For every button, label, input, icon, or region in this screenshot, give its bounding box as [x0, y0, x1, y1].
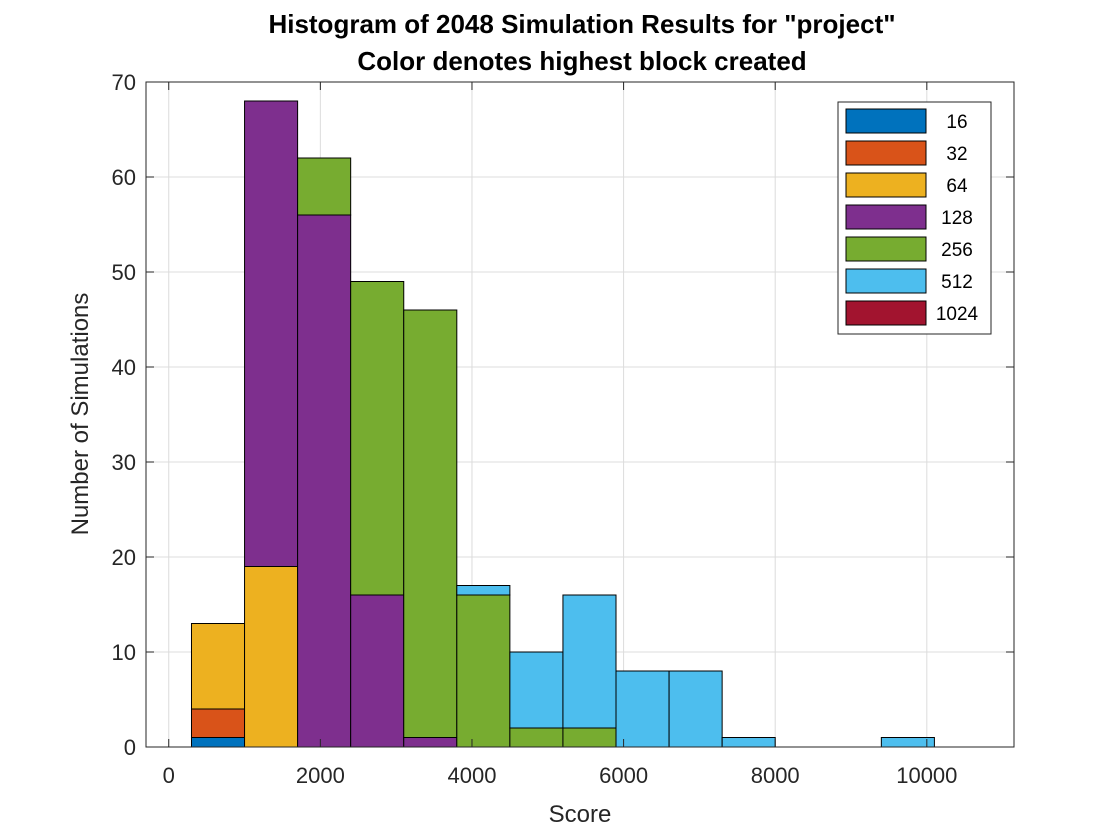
legend-label: 32	[946, 144, 967, 165]
bar-segment	[190, 623, 246, 710]
y-tick-label: 40	[112, 355, 136, 380]
legend-swatch	[845, 204, 927, 230]
x-tick-label: 2000	[296, 763, 345, 788]
y-tick-label: 50	[112, 260, 136, 285]
legend-label: 128	[941, 208, 973, 229]
bar-segment	[721, 737, 776, 748]
chart-title: Histogram of 2048 Simulation Results for…	[268, 9, 895, 39]
bar-segment	[509, 727, 564, 748]
y-tick-label: 10	[112, 640, 136, 665]
legend-label: 64	[946, 176, 968, 197]
legend-swatch	[845, 108, 927, 134]
legend-swatch	[845, 268, 927, 294]
x-tick-label: 4000	[447, 763, 496, 788]
legend-label: 256	[941, 240, 973, 261]
axes-box	[145, 81, 1015, 748]
y-tick-label: 70	[112, 70, 136, 95]
x-tick-label: 8000	[751, 763, 800, 788]
bar-segment	[456, 594, 511, 748]
bar-segment	[350, 281, 405, 596]
bar-segment	[297, 214, 352, 748]
x-tick-label: 10000	[896, 763, 957, 788]
x-tick-label: 6000	[599, 763, 648, 788]
tick-marks	[146, 81, 1014, 748]
legend: 16 32 64 128 256 512 1024	[837, 101, 992, 335]
legend-swatch	[845, 172, 927, 198]
y-tick-labels: 0 10 20 30 40 50 60 70	[112, 70, 136, 760]
bar-segment	[190, 708, 246, 738]
bar-segment	[403, 737, 458, 748]
legend-swatch	[845, 300, 927, 326]
x-tick-labels: 0 2000 4000 6000 8000 10000	[163, 763, 958, 788]
chart-subtitle: Color denotes highest block created	[357, 46, 806, 76]
y-axis-label: Number of Simulations	[67, 293, 94, 536]
legend-swatch	[845, 236, 927, 262]
bar-segment	[562, 727, 617, 748]
bar-segment	[190, 737, 246, 748]
bar-segment	[403, 309, 458, 738]
y-tick-label: 0	[124, 735, 136, 760]
bar-segment	[297, 157, 352, 216]
legend-label: 512	[941, 272, 973, 293]
y-tick-label: 30	[112, 450, 136, 475]
bar-stacks	[190, 100, 935, 748]
y-tick-label: 20	[112, 545, 136, 570]
x-tick-label: 0	[163, 763, 175, 788]
x-axis-label: Score	[549, 801, 612, 828]
bar-segment	[244, 566, 299, 748]
legend-swatch	[845, 140, 927, 166]
legend-label: 16	[946, 112, 967, 133]
bar-segment	[615, 670, 670, 748]
bar-segment	[668, 670, 723, 748]
bar-segment	[350, 594, 405, 748]
legend-label: 1024	[936, 304, 979, 325]
bar-segment	[456, 585, 511, 596]
bar-segment	[562, 594, 617, 729]
bar-segment	[244, 100, 299, 567]
y-tick-label: 60	[112, 165, 136, 190]
bar-segment	[509, 651, 564, 729]
